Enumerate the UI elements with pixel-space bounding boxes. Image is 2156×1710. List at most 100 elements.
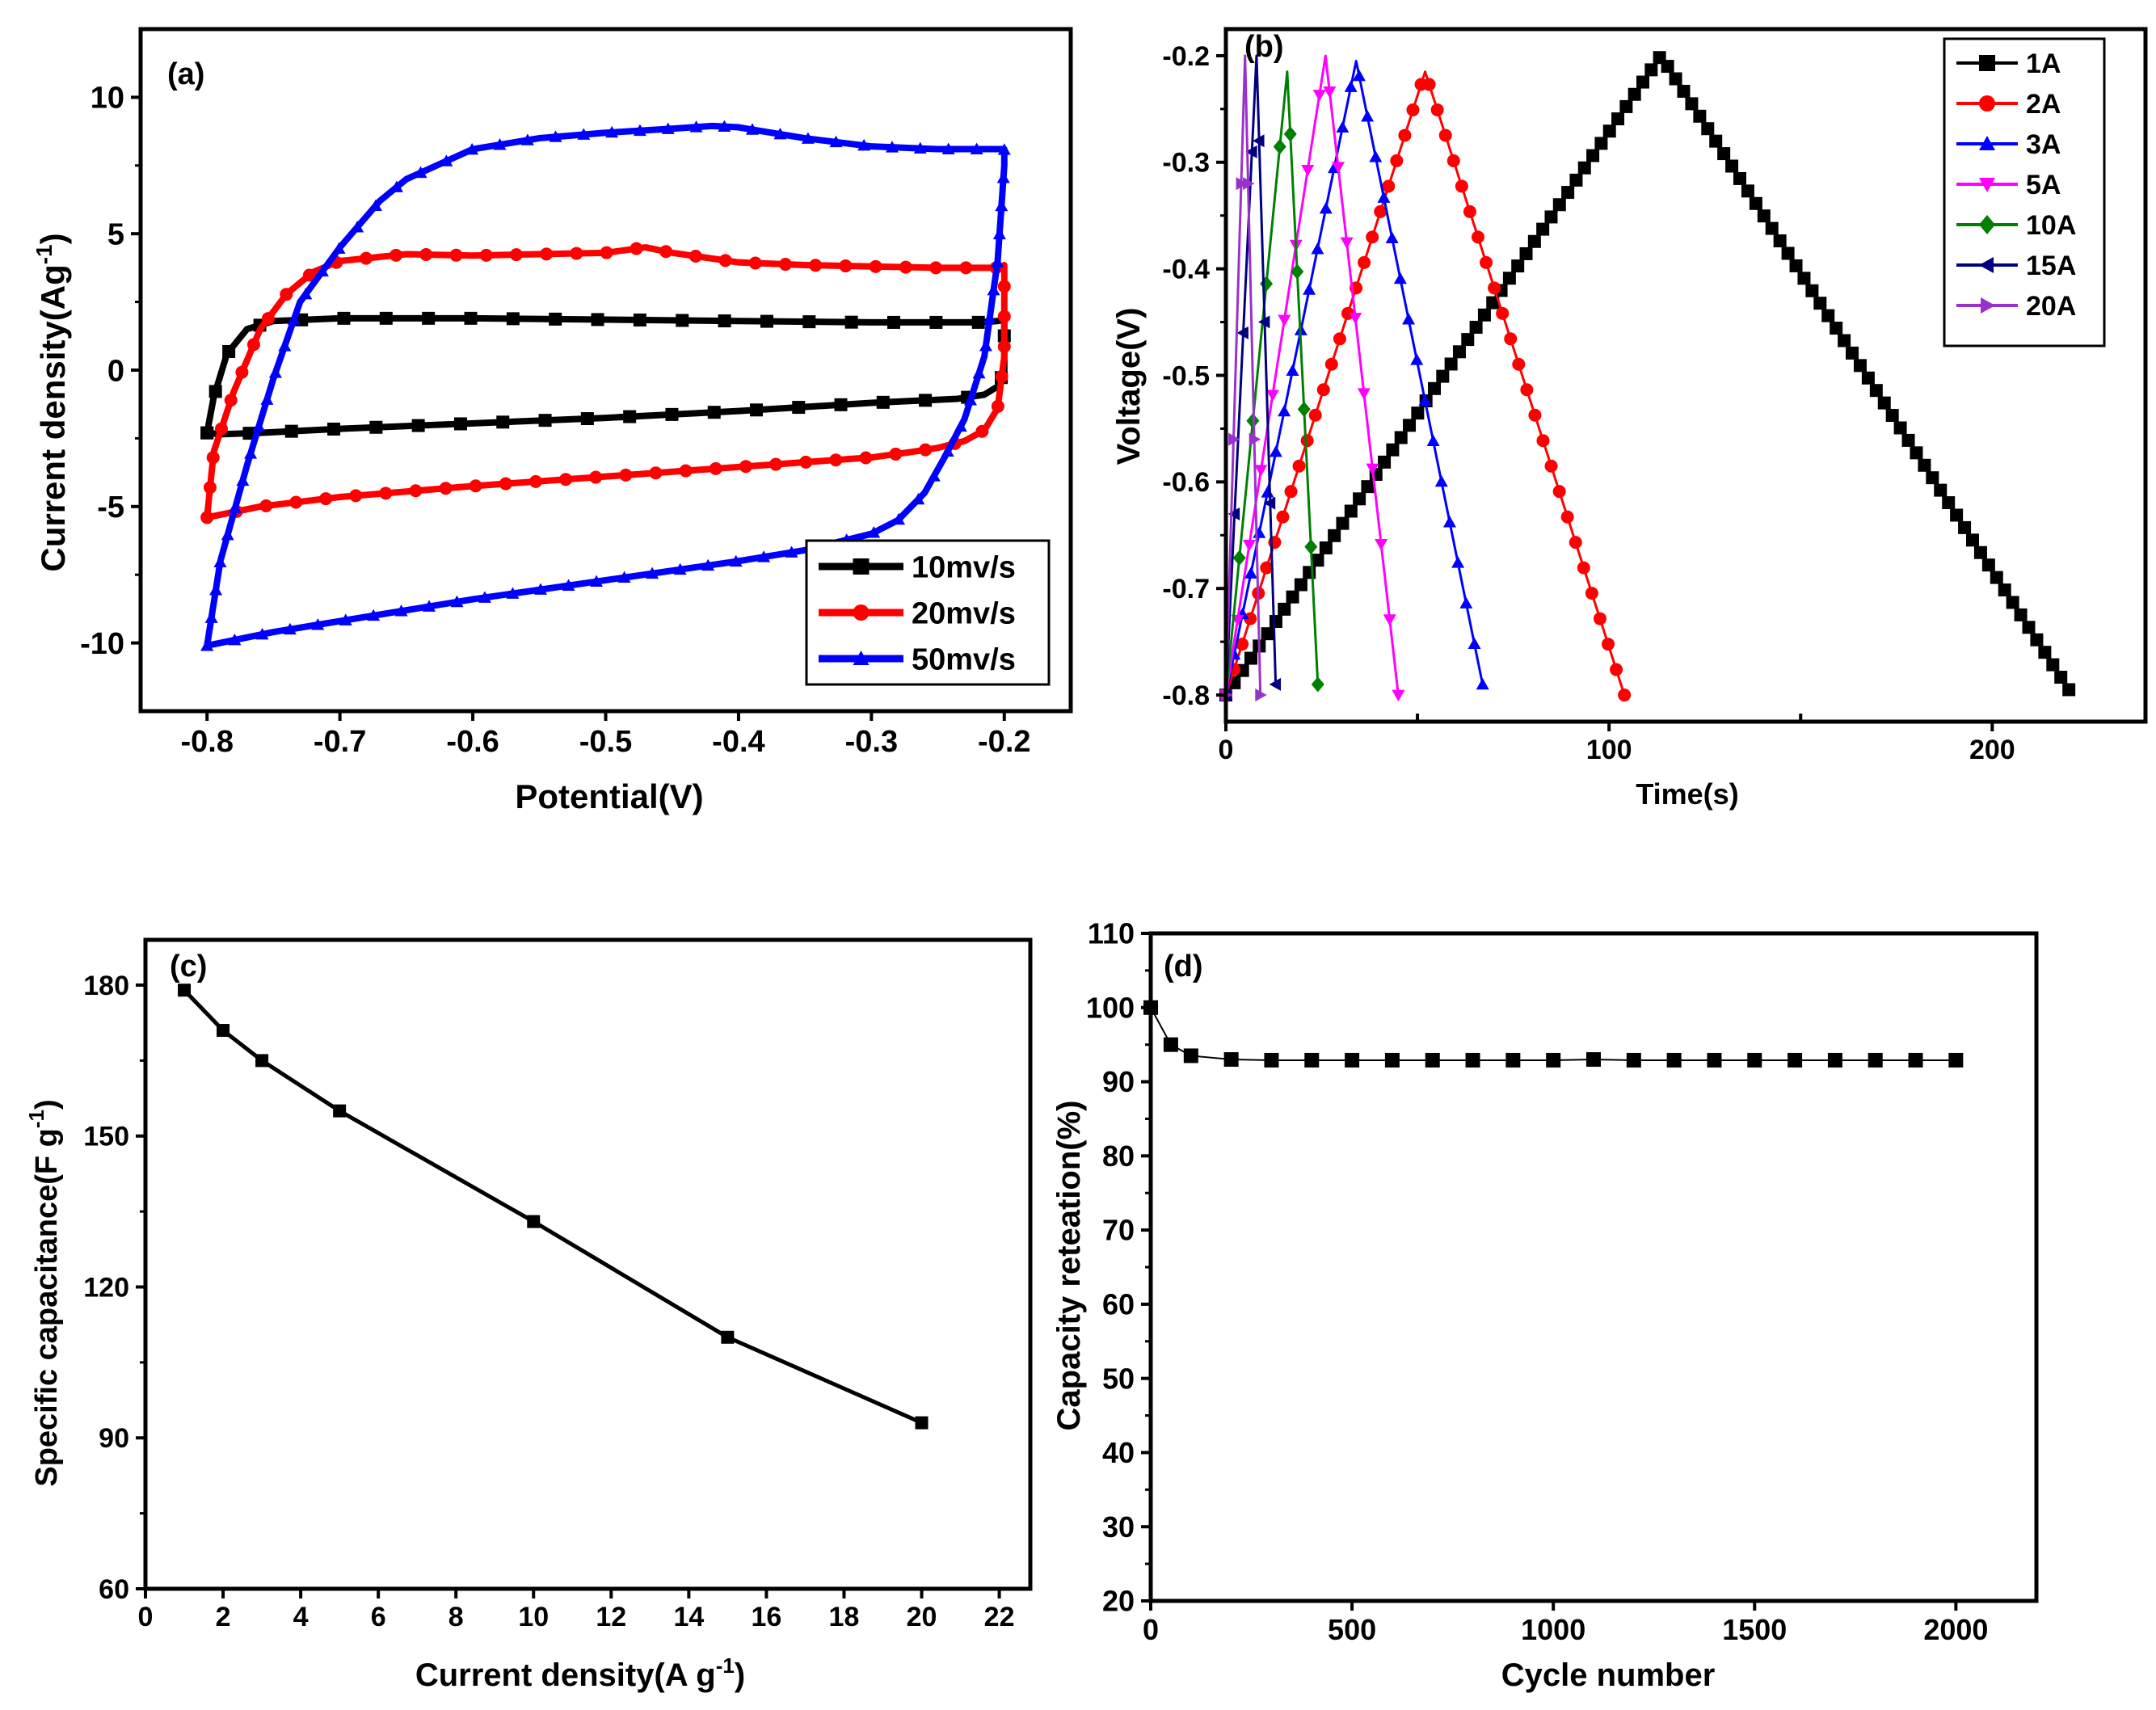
- x-tick-label: 200: [1969, 735, 2015, 765]
- data-point: [1569, 536, 1582, 550]
- legend-label: 5A: [2026, 170, 2061, 200]
- data-point: [1709, 134, 1723, 148]
- series-10mv-s: [200, 311, 1011, 440]
- data-point: [769, 457, 783, 471]
- data-point: [885, 141, 899, 153]
- data-point: [1965, 533, 1979, 547]
- data-point: [255, 627, 269, 640]
- data-point: [280, 288, 293, 301]
- data-point: [315, 264, 329, 277]
- x-tick-label: 2000: [1923, 1613, 1988, 1646]
- data-point: [839, 259, 853, 273]
- data-point: [278, 339, 292, 352]
- data-point: [1677, 84, 1691, 98]
- data-point: [979, 339, 992, 352]
- data-point: [859, 451, 873, 465]
- data-point: [1788, 1052, 1803, 1068]
- data-point: [1942, 496, 1956, 510]
- y-tick-label: 30: [1102, 1510, 1135, 1544]
- series-20mv-s: [200, 242, 1011, 524]
- panel-a: (a) -0.8 -0.7 -0.6 -0.5 -0.4 -0.3 -0.2 -10 -5 0 5 1…: [32, 27, 1073, 815]
- data-point: [630, 242, 643, 255]
- data-point: [1426, 434, 1440, 447]
- data-point: [661, 122, 675, 134]
- data-point: [1312, 90, 1326, 102]
- legend-entry: 20A: [1956, 291, 2076, 322]
- data-point: [1661, 60, 1674, 74]
- legend-marker: [853, 651, 870, 665]
- data-point: [701, 558, 715, 571]
- y-tick-label: 5: [107, 218, 124, 252]
- data-point: [750, 403, 764, 417]
- x-tick-label: 500: [1328, 1613, 1376, 1646]
- data-point: [1519, 246, 1533, 260]
- series-line: [1224, 70, 1320, 696]
- data-point: [1386, 443, 1400, 457]
- data-point: [1291, 263, 1304, 280]
- legend-marker: [853, 604, 870, 621]
- data-point: [1536, 434, 1550, 448]
- data-point: [649, 466, 663, 480]
- data-point: [1260, 276, 1274, 292]
- data-point: [390, 180, 403, 192]
- data-point: [718, 254, 732, 267]
- data-point: [1292, 459, 1306, 473]
- data-point: [1390, 154, 1404, 167]
- data-point: [414, 166, 427, 179]
- data-point: [1303, 283, 1316, 295]
- plot-d: 0 500 1000 1500 2000 20 30 40 50 60 70 80 90 100 110: [1086, 917, 2039, 1646]
- data-point: [1861, 371, 1875, 385]
- data-point: [1253, 526, 1266, 538]
- data-point: [983, 311, 996, 323]
- data-point: [718, 314, 731, 328]
- data-point: [538, 414, 552, 428]
- data-point: [1361, 480, 1375, 494]
- data-point: [268, 366, 282, 378]
- data-point: [1316, 383, 1330, 397]
- series-line: [204, 244, 1008, 521]
- data-point: [1425, 1052, 1440, 1068]
- data-point: [1378, 455, 1392, 469]
- x-tick-label: 20: [907, 1602, 937, 1632]
- legend: 1A 2A 3A 5A 10A 15A 20A: [1943, 37, 2106, 347]
- data-point: [1257, 315, 1270, 329]
- data-point: [1560, 510, 1574, 524]
- data-point: [1693, 109, 1707, 123]
- x-tick-label: -0.8: [180, 725, 233, 759]
- data-point: [1261, 486, 1274, 498]
- series-50mv-s: [200, 120, 1011, 651]
- data-point: [260, 393, 274, 405]
- panel-c-xlabel: Current density(A g-1): [415, 1653, 745, 1693]
- data-point: [1626, 1052, 1641, 1068]
- data-point: [1577, 161, 1591, 175]
- data-point: [633, 313, 646, 326]
- data-point: [676, 314, 689, 327]
- legend-label: 1A: [2026, 48, 2061, 79]
- data-point: [332, 242, 346, 255]
- legend-label: 20mv/s: [912, 597, 1016, 631]
- x-tick-label: 18: [829, 1602, 860, 1632]
- data-point: [997, 310, 1011, 323]
- data-point: [1636, 75, 1650, 89]
- x-tick-label: 12: [596, 1602, 626, 1632]
- data-point: [284, 424, 298, 438]
- data-point: [1910, 446, 1923, 460]
- data-point: [1981, 558, 1995, 572]
- x-tick-label: 2: [216, 1602, 231, 1632]
- data-point: [1260, 561, 1274, 575]
- data-point: [1227, 507, 1240, 520]
- panel-d-xlabel: Cycle number: [1501, 1657, 1716, 1693]
- data-point: [1244, 612, 1257, 625]
- data-point: [721, 1330, 735, 1344]
- data-point: [287, 313, 301, 325]
- data-point: [1297, 401, 1311, 417]
- data-point: [718, 120, 731, 133]
- data-point: [1459, 596, 1473, 609]
- y-tick-label: -0.5: [1162, 360, 1210, 391]
- data-point: [623, 410, 637, 423]
- data-point: [919, 443, 933, 457]
- data-point: [778, 258, 792, 272]
- data-point: [2006, 596, 2019, 609]
- data-point: [689, 120, 703, 133]
- data-point: [1868, 1052, 1883, 1068]
